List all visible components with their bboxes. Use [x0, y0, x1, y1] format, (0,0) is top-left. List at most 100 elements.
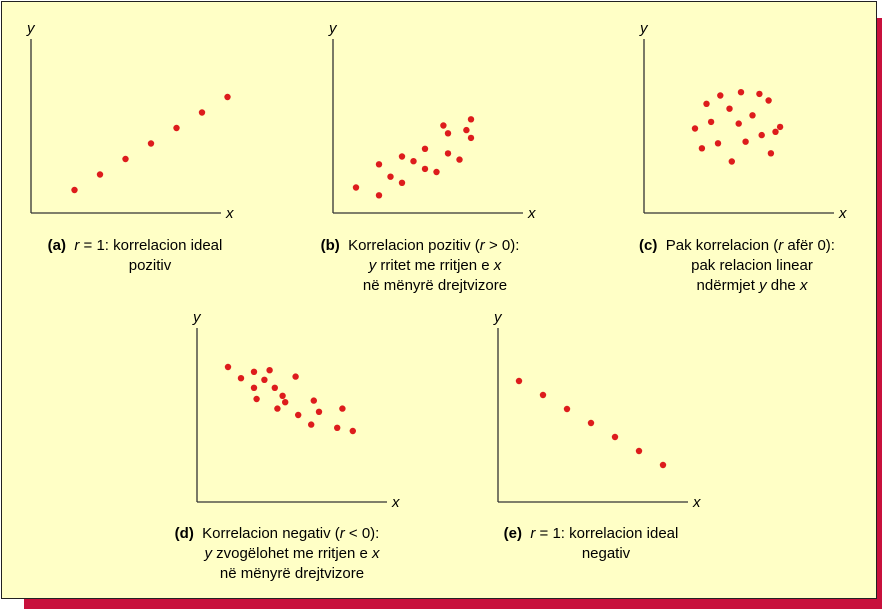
caption-d-text2: < 0):: [344, 525, 380, 542]
caption-c-letter: (c): [639, 237, 658, 254]
data-point-c: [707, 118, 715, 126]
caption-a-r: r: [74, 237, 80, 254]
caption-a: (a) r = 1: korrelacion ideal pozitiv: [30, 236, 240, 276]
caption-b-text2: > 0):: [484, 237, 520, 254]
caption-a-text2: = 1: korrelacion ideal: [79, 237, 223, 254]
x-axis-label-e: x: [692, 494, 701, 511]
data-point-d: [349, 427, 356, 435]
data-point-d: [282, 399, 289, 406]
data-point-b: [440, 122, 447, 129]
data-point-b: [467, 116, 475, 123]
data-point-b: [456, 156, 463, 163]
x-axis-label-a: x: [225, 205, 234, 222]
data-point-d: [292, 373, 299, 380]
data-point-e: [635, 447, 643, 455]
caption-c-l3b: dhe: [766, 277, 800, 294]
caption-c-line2: pak relacion linear: [691, 257, 813, 274]
x-axis-label-b: x: [527, 205, 536, 222]
data-point-d: [266, 367, 273, 374]
caption-b-r: r: [479, 237, 485, 254]
data-point-b: [444, 130, 452, 137]
caption-e-line2: negativ: [581, 545, 631, 562]
caption-c-l3-y: y: [759, 277, 767, 294]
caption-c-r: r: [778, 237, 784, 254]
data-point-d: [271, 384, 278, 391]
caption-e-text2: = 1: korrelacion ideal: [535, 525, 679, 542]
data-point-b: [421, 145, 429, 152]
x-axis-label-c: x: [838, 205, 847, 222]
data-point-c: [758, 131, 765, 139]
data-point-c: [756, 90, 763, 98]
caption-c-text2: afër 0):: [783, 237, 835, 254]
data-point-b: [398, 179, 406, 186]
caption-d-l2b: zvogëlohet me rritjen e: [211, 545, 373, 562]
data-point-c: [772, 128, 779, 135]
data-point-b: [375, 192, 383, 199]
data-point-d: [339, 405, 346, 412]
data-point-d: [237, 375, 245, 382]
data-point-e: [659, 461, 667, 469]
data-point-b: [375, 161, 383, 168]
data-point-a: [224, 93, 231, 101]
caption-a-letter: (a): [47, 237, 66, 254]
data-point-a: [71, 186, 78, 194]
data-point-c: [726, 105, 733, 112]
data-point-d: [253, 395, 260, 403]
data-point-c: [698, 145, 706, 152]
data-point-b: [433, 168, 440, 176]
data-point-a: [96, 171, 104, 178]
caption-b-letter: (b): [320, 237, 340, 254]
data-point-b: [463, 126, 470, 134]
data-point-d: [310, 397, 317, 404]
data-point-b: [352, 184, 360, 191]
caption-c-l3-x: x: [799, 277, 808, 294]
data-point-c: [749, 112, 756, 119]
data-point-c: [735, 120, 742, 127]
data-point-a: [122, 155, 129, 163]
data-point-d: [279, 392, 286, 399]
data-point-c: [765, 97, 772, 104]
data-point-d: [308, 421, 315, 428]
data-point-b: [410, 158, 417, 165]
caption-c: (c) Pak korrelacion (r afër 0): pak rela…: [622, 236, 852, 296]
data-point-b: [421, 165, 429, 173]
caption-d-r: r: [339, 525, 345, 542]
caption-b: (b) Korrelacion pozitiv (r > 0): y rrite…: [295, 236, 545, 296]
data-point-c: [714, 140, 722, 147]
x-axis-label-d: x: [391, 494, 400, 511]
caption-b-l2-x: x: [493, 257, 502, 274]
data-point-c: [742, 138, 749, 145]
data-point-e: [563, 405, 571, 413]
data-point-a: [173, 124, 180, 132]
data-point-a: [198, 109, 206, 116]
data-point-b: [387, 173, 394, 180]
data-point-b: [444, 150, 452, 157]
caption-c-text1: Pak korrelacion (: [665, 237, 779, 254]
data-point-c: [717, 92, 724, 99]
data-point-d: [295, 411, 302, 419]
caption-b-l2b: rritet me rritjen e: [376, 257, 494, 274]
caption-e-letter: (e): [503, 525, 522, 542]
data-point-d: [334, 424, 341, 431]
data-point-a: [147, 140, 155, 147]
data-point-c: [776, 123, 784, 131]
data-point-e: [539, 391, 547, 399]
data-point-d: [224, 363, 232, 371]
caption-d-letter: (d): [174, 525, 194, 542]
data-point-d: [250, 368, 258, 375]
data-point-e: [515, 377, 523, 385]
caption-c-l3a: ndërmjet: [696, 277, 760, 294]
caption-d-l2-x: x: [372, 545, 380, 562]
y-axis-label-e: y: [493, 309, 503, 326]
data-point-c: [728, 158, 735, 165]
data-point-e: [611, 433, 619, 441]
caption-b-text1: Korrelacion pozitiv (: [348, 237, 480, 254]
caption-d: (d) Korrelacion negativ (r < 0): y zvogë…: [152, 524, 402, 584]
y-axis-label-c: y: [639, 20, 649, 37]
data-point-d: [250, 384, 258, 391]
data-point-c: [767, 150, 775, 157]
caption-a-line2: pozitiv: [128, 257, 172, 274]
y-axis-label-d: y: [192, 309, 202, 326]
data-point-c: [703, 100, 710, 108]
data-point-e: [587, 419, 595, 427]
